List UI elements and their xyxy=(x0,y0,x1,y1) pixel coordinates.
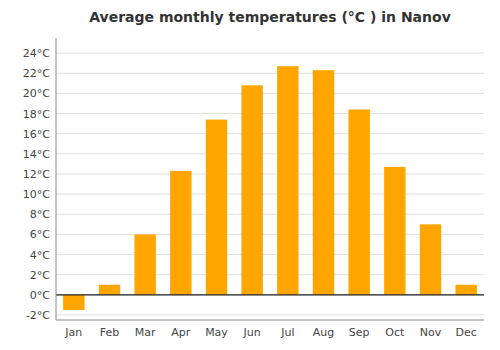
zero-line xyxy=(56,294,484,295)
grid-line xyxy=(56,93,484,94)
grid-line xyxy=(56,113,484,114)
grid xyxy=(56,53,484,315)
x-tick-label: Jun xyxy=(243,326,261,339)
grid-line xyxy=(56,194,484,195)
y-tick-label: 8°C xyxy=(30,208,50,221)
chart: Average monthly temperatures (°C ) in Na… xyxy=(0,0,500,350)
y-tick-label: 16°C xyxy=(23,128,50,141)
bar xyxy=(134,234,155,294)
y-axis: -2°C 0°C 2°C 4°C 6°C 8°C 10°C 12°C 14°C 16°C 18°C 2… xyxy=(23,47,50,322)
y-tick-label: 12°C xyxy=(23,168,50,181)
title: Average monthly temperatures (°C ) in Na… xyxy=(89,9,451,25)
x-tick-label: Jan xyxy=(64,326,82,339)
y-tick-label: 6°C xyxy=(30,228,50,241)
bar xyxy=(348,110,369,295)
bar xyxy=(277,66,298,295)
x-tick-label: Sep xyxy=(349,326,370,339)
grid-line xyxy=(56,73,484,74)
x-tick-label: May xyxy=(205,326,228,339)
y-tick-label: 14°C xyxy=(23,148,50,161)
grid-line xyxy=(56,214,484,215)
y-tick-label: 18°C xyxy=(23,108,50,121)
y-tick-label: 4°C xyxy=(30,249,50,262)
y-tick-label: 22°C xyxy=(23,67,50,80)
x-tick-label: Oct xyxy=(385,326,405,339)
bar xyxy=(206,120,227,295)
bar xyxy=(420,224,441,294)
y-axis-line xyxy=(56,38,57,320)
y-tick-label: 2°C xyxy=(30,269,50,282)
grid-line xyxy=(56,153,484,154)
bar xyxy=(63,295,84,310)
y-tick-label: 0°C xyxy=(30,289,50,302)
x-axis-line xyxy=(56,320,484,321)
bar xyxy=(241,85,262,294)
bar xyxy=(99,285,120,295)
y-tick-label: 10°C xyxy=(23,188,50,201)
x-tick-label: Feb xyxy=(100,326,119,339)
x-tick-label: Nov xyxy=(420,326,442,339)
x-tick-label: Dec xyxy=(456,326,477,339)
grid-line xyxy=(56,133,484,134)
bar xyxy=(170,171,191,295)
x-tick-label: Jul xyxy=(280,326,294,339)
grid-line xyxy=(56,314,484,315)
grid-line xyxy=(56,173,484,174)
bar xyxy=(384,167,405,295)
x-tick-label: Mar xyxy=(135,326,156,339)
grid-line xyxy=(56,294,484,295)
x-axis: Jan Feb Mar Apr May Jun Jul Aug Sep Oct Nov Dec xyxy=(64,326,476,339)
x-tick-label: Apr xyxy=(171,326,191,339)
y-tick-label: 20°C xyxy=(23,87,50,100)
bars xyxy=(63,66,477,310)
y-tick-label: -2°C xyxy=(26,309,50,322)
x-tick-label: Aug xyxy=(313,326,334,339)
y-tick-label: 24°C xyxy=(23,47,50,60)
bar xyxy=(313,70,334,295)
bar xyxy=(455,285,476,295)
grid-line xyxy=(56,53,484,54)
